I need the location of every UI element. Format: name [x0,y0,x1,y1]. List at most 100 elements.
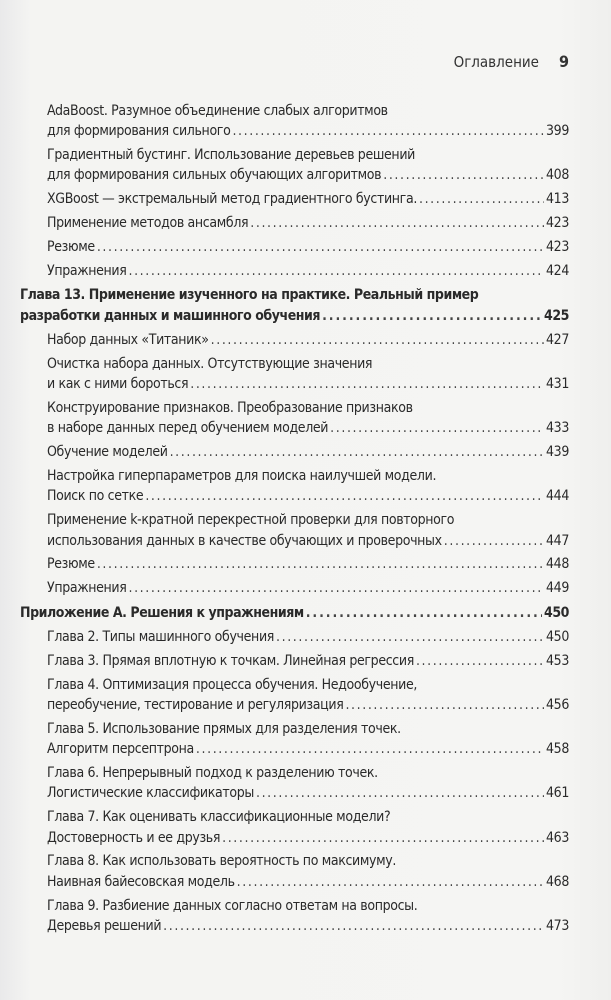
toc-entry-title: Глава 9. Разбиение данных согласно ответ… [47,897,418,914]
toc-entry-line: Применение k-кратной перекрестной провер… [47,510,569,530]
toc-entry: Глава 8. Как использовать вероятность по… [20,851,569,892]
toc-entry: Глава 6. Непрерывный подход к разделению… [20,763,569,804]
dot-leader [256,783,544,803]
toc-entry-line: разработки данных и машинного обучения 42… [20,306,569,326]
toc-entry: Упражнения 449 [20,578,569,598]
toc-entry: Упражнения 424 [20,261,569,281]
dot-leader [383,165,544,185]
toc-entry: Глава 7. Как оценивать классификационные… [20,807,569,848]
toc-chapter-entry: Приложение А. Решения к упражнениям 450 [20,603,569,623]
toc-page-number: 425 [544,307,569,324]
toc-entry-title: Упражнения [47,263,127,280]
toc-entry: Резюме 448 [20,554,569,574]
running-header: Оглавление 9 [454,52,569,71]
toc-page-number: 444 [546,488,569,505]
toc-entry-title: Резюме [47,239,95,256]
toc-entry: Глава 9. Разбиение данных согласно ответ… [20,896,569,937]
toc-entry-line: Глава 9. Разбиение данных согласно ответ… [47,896,569,916]
toc-entry-line: Логистические классификаторы 461 [47,783,569,803]
toc-page-number: 468 [546,873,569,890]
toc-page-number: 423 [546,215,569,232]
toc-entry-line: Обучение моделей 439 [47,442,569,462]
toc-entry: Конструирование признаков. Преобразовани… [20,398,569,439]
toc-entry: Применение методов ансамбля 423 [20,213,569,233]
toc-entry-title: для формирования сильного [47,123,231,140]
toc-entry-title: Деревья решений [47,917,162,934]
dot-leader [232,121,544,141]
toc-page-number: 473 [546,917,569,934]
dot-leader [322,306,542,326]
dot-leader [416,651,544,671]
toc-page-number: 424 [546,263,569,280]
toc-entry-title: Логистические классификаторы [47,785,254,802]
toc-page-number: 439 [546,444,569,461]
toc-entry-title: разработки данных и машинного обучения [20,307,321,324]
toc-entry-line: для формирования сильных обучающих алгор… [47,165,569,185]
toc-entry-line: Настройка гиперпараметров для поиска наи… [47,466,569,486]
toc-entry-title: XGBoost — экстремальный метод градиентно… [47,191,417,208]
toc-page-number: 450 [546,628,569,645]
toc-entry-line: Глава 13. Применение изученного на практ… [20,285,569,305]
toc-entry-line: Упражнения 424 [47,261,569,281]
toc-entry-line: XGBoost — экстремальный метод градиентно… [47,189,569,209]
toc-page-number: 431 [546,376,569,393]
toc-entry-title: Конструирование признаков. Преобразовани… [47,400,413,417]
table-of-contents: AdaBoost. Разумное объединение слабых ал… [20,101,569,940]
dot-leader [419,189,544,209]
toc-entry-line: Глава 8. Как использовать вероятность по… [47,851,569,871]
dot-leader [444,531,544,551]
dot-leader [222,828,544,848]
toc-entry-title: Настройка гиперпараметров для поиска наи… [47,468,437,485]
toc-entry: AdaBoost. Разумное объединение слабых ал… [20,101,569,142]
toc-page-number: 408 [546,167,569,184]
toc-page-number: 450 [544,604,569,621]
toc-entry-line: Деревья решений 473 [47,916,569,936]
toc-entry-title: Набор данных «Титаник» [47,331,209,348]
dot-leader [190,374,544,394]
toc-entry-line: Глава 6. Непрерывный подход к разделению… [47,763,569,783]
toc-page-number: 447 [546,532,569,549]
page-number: 9 [558,52,569,71]
section-title: Оглавление [453,53,539,71]
dot-leader [170,442,544,462]
toc-page-number: 453 [546,652,569,669]
toc-entry-line: использования данных в качестве обучающи… [47,531,569,551]
toc-entry: XGBoost — экстремальный метод градиентно… [20,189,569,209]
toc-entry-line: Резюме 423 [47,237,569,257]
toc-entry-title: Приложение А. Решения к упражнениям [20,604,304,621]
toc-page-number: 413 [546,191,569,208]
toc-entry-title: AdaBoost. Разумное объединение слабых ал… [47,103,388,119]
toc-entry-title: Применение методов ансамбля [47,215,249,232]
toc-entry: Очистка набора данных. Отсутствующие зна… [20,354,569,395]
toc-entry-line: Достоверность и ее друзья 463 [47,828,569,848]
toc-entry-line: Приложение А. Решения к упражнениям 450 [20,603,569,623]
toc-entry: Настройка гиперпараметров для поиска наи… [20,466,569,507]
toc-entry-line: Очистка набора данных. Отсутствующие зна… [47,354,569,374]
dot-leader [163,916,544,936]
toc-page-number: 458 [546,741,569,758]
dot-leader [330,418,544,438]
toc-entry: Резюме 423 [20,237,569,257]
toc-entry-line: Наивная байесовская модель 468 [47,872,569,892]
toc-entry-line: и как с ними бороться 431 [47,374,569,394]
toc-page-number: 399 [546,123,569,140]
toc-entry-title: Градиентный бустинг. Использование дерев… [47,147,415,164]
toc-entry: Обучение моделей 439 [20,442,569,462]
toc-page-number: 461 [546,785,569,802]
toc-entry-title: Глава 3. Прямая вплотную к точкам. Линей… [47,652,414,669]
toc-entry-title: Глава 7. Как оценивать классификационные… [47,809,391,826]
toc-entry: Глава 2. Типы машинного обучения 450 [20,627,569,647]
toc-entry-title: Глава 5. Использование прямых для раздел… [47,720,401,737]
toc-page-number: 449 [546,580,569,597]
toc-page-number: 448 [546,556,569,573]
toc-entry-line: для формирования сильного 399 [47,121,569,141]
dot-leader [128,261,544,281]
toc-entry: Глава 3. Прямая вплотную к точкам. Линей… [20,651,569,671]
dot-leader [128,578,544,598]
dot-leader [211,330,544,350]
toc-entry-title: Обучение моделей [47,444,168,461]
toc-entry-title: Применение k-кратной перекрестной провер… [47,512,455,529]
toc-entry-title: Глава 4. Оптимизация процесса обучения. … [47,676,418,693]
toc-entry-line: Набор данных «Титаник» 427 [47,330,569,350]
